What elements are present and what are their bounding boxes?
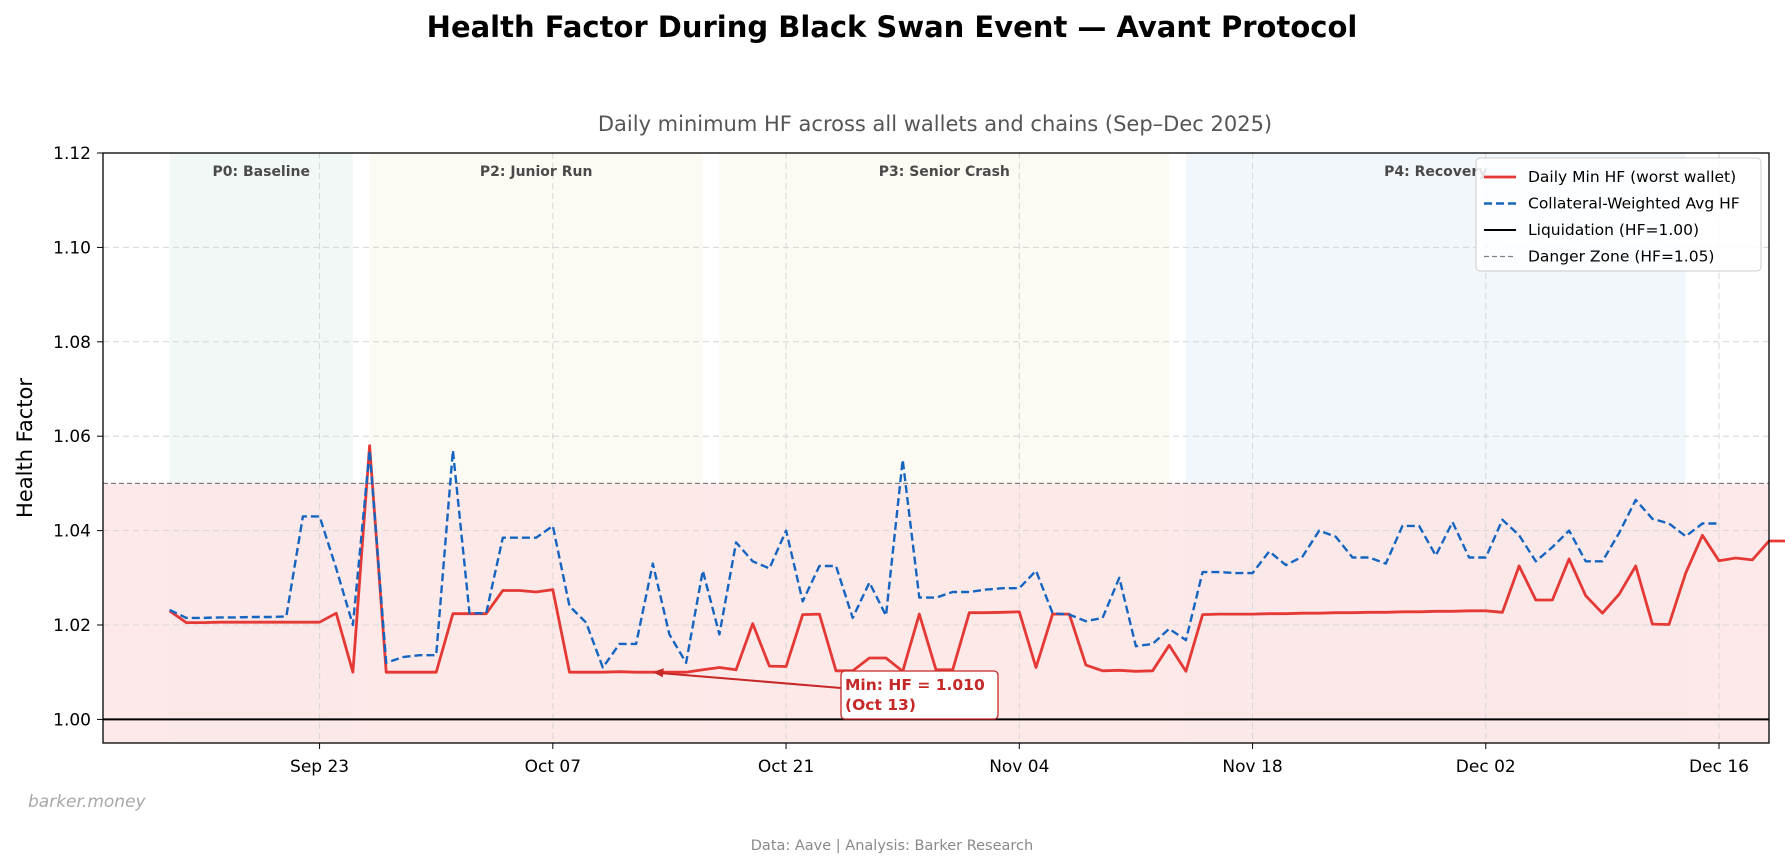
annotation-box [840, 670, 999, 720]
y-tick-label: 1.06 [53, 427, 91, 447]
x-tick-label: Dec 02 [1456, 757, 1516, 777]
y-tick-label: 1.08 [53, 333, 91, 353]
y-tick-label: 1.04 [53, 522, 91, 542]
chart-subtitle: Daily minimum HF across all wallets and … [598, 112, 1272, 136]
phase-label: P3: Senior Crash [879, 164, 1010, 180]
annotation-line-2: (Oct 13) [845, 696, 916, 714]
min-annotation: Min: HF = 1.010 (Oct 13) [652, 668, 999, 720]
y-tick-label: 1.10 [53, 238, 91, 258]
y-axis-label: Health Factor [13, 378, 37, 518]
series-line-daily-min-hf [168, 444, 1785, 674]
x-tick-label: Dec 16 [1689, 757, 1749, 777]
legend-label: Collateral-Weighted Avg HF [1528, 195, 1740, 213]
source-note: Data: Aave | Analysis: Barker Research [751, 838, 1033, 854]
legend-label: Liquidation (HF=1.00) [1528, 221, 1699, 239]
legend: Daily Min HF (worst wallet) Collateral-We… [1475, 157, 1762, 272]
annotation-arrowhead [652, 668, 664, 678]
x-tick-label: Nov 04 [989, 757, 1049, 777]
x-tick-label: Oct 21 [758, 757, 814, 777]
x-axis-ticks: Sep 23 Oct 07 Oct 21 Nov 04 Nov 18 Dec 02 Dec … [290, 743, 1749, 777]
annotation-line-1: Min: HF = 1.010 [845, 676, 985, 694]
phase-label: P4: Recovery [1384, 164, 1487, 180]
legend-label: Daily Min HF (worst wallet) [1528, 168, 1736, 186]
plot-frame [102, 152, 1770, 744]
y-tick-label: 1.00 [53, 710, 91, 730]
phase-label: P2: Junior Run [480, 164, 593, 180]
x-tick-label: Sep 23 [290, 757, 349, 777]
annotation-arrow [662, 672, 842, 689]
y-tick-label: 1.12 [53, 144, 91, 164]
phase-labels: P0: Baseline P2: Junior Run P3: Senior Cra… [213, 164, 1488, 180]
watermark: barker.money [28, 792, 147, 812]
chart-title: Health Factor During Black Swan Event — … [427, 10, 1358, 44]
series-lines [168, 444, 1785, 674]
y-axis-ticks: 1.00 1.02 1.04 1.06 1.08 1.10 1.12 [53, 144, 103, 730]
series-line-weighted-avg-hf [169, 449, 1719, 669]
x-tick-label: Oct 07 [525, 757, 581, 777]
x-tick-label: Nov 18 [1222, 757, 1282, 777]
y-tick-label: 1.02 [53, 616, 91, 636]
legend-box [1475, 157, 1762, 272]
phase-label: P0: Baseline [213, 164, 310, 180]
legend-label: Danger Zone (HF=1.05) [1528, 248, 1714, 266]
